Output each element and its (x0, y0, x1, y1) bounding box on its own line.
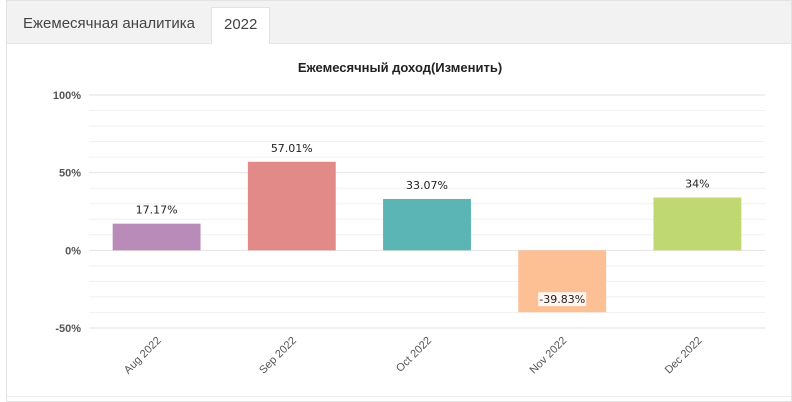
x-axis-ticks: Aug 2022 Sep 2022 Oct 2022 Nov 2022 Dec 2022 (122, 335, 705, 377)
data-label: 34% (685, 178, 709, 191)
bar-dec-2022[interactable] (653, 197, 742, 251)
y-tick-label: 0% (65, 245, 81, 257)
bar-sep-2022[interactable] (247, 161, 336, 251)
tab-monthly-analytics[interactable]: Ежемесячная аналитика (23, 15, 195, 32)
data-labels: 17.17% 57.01% 33.07% -39.83% 34% (136, 142, 710, 307)
data-label: -39.83% (539, 293, 585, 306)
monthly-income-chart: Ежемесячный доход(Изменить) 100% 50% 0% -50… (53, 60, 765, 377)
y-tick-label: -50% (55, 323, 81, 335)
y-tick-label: 100% (53, 90, 81, 102)
x-tick-label: Nov 2022 (528, 335, 570, 377)
bar-aug-2022[interactable] (112, 223, 201, 251)
data-label: 57.01% (271, 142, 313, 155)
data-label-background (538, 292, 587, 307)
x-tick-label: Aug 2022 (122, 335, 164, 377)
analytics-widget: Ежемесячная аналитика 2022 Ежемесячный д… (6, 0, 792, 402)
bar-oct-2022[interactable] (383, 198, 471, 251)
data-label: 33.07% (406, 179, 448, 192)
x-tick-label: Dec 2022 (663, 335, 705, 377)
grid-lines (89, 94, 765, 329)
chart-title: Ежемесячный доход(Изменить) (298, 60, 502, 75)
x-tick-label: Oct 2022 (394, 335, 434, 375)
x-tick-label: Sep 2022 (257, 335, 299, 377)
data-label: 17.17% (136, 204, 178, 217)
widget-divider (7, 396, 791, 397)
bars (112, 161, 742, 313)
y-axis-ticks: 100% 50% 0% -50% (53, 90, 81, 335)
tab-bar: Ежемесячная аналитика 2022 (7, 1, 791, 44)
y-tick-label: 50% (59, 168, 81, 180)
tab-2022[interactable]: 2022 (211, 7, 271, 44)
